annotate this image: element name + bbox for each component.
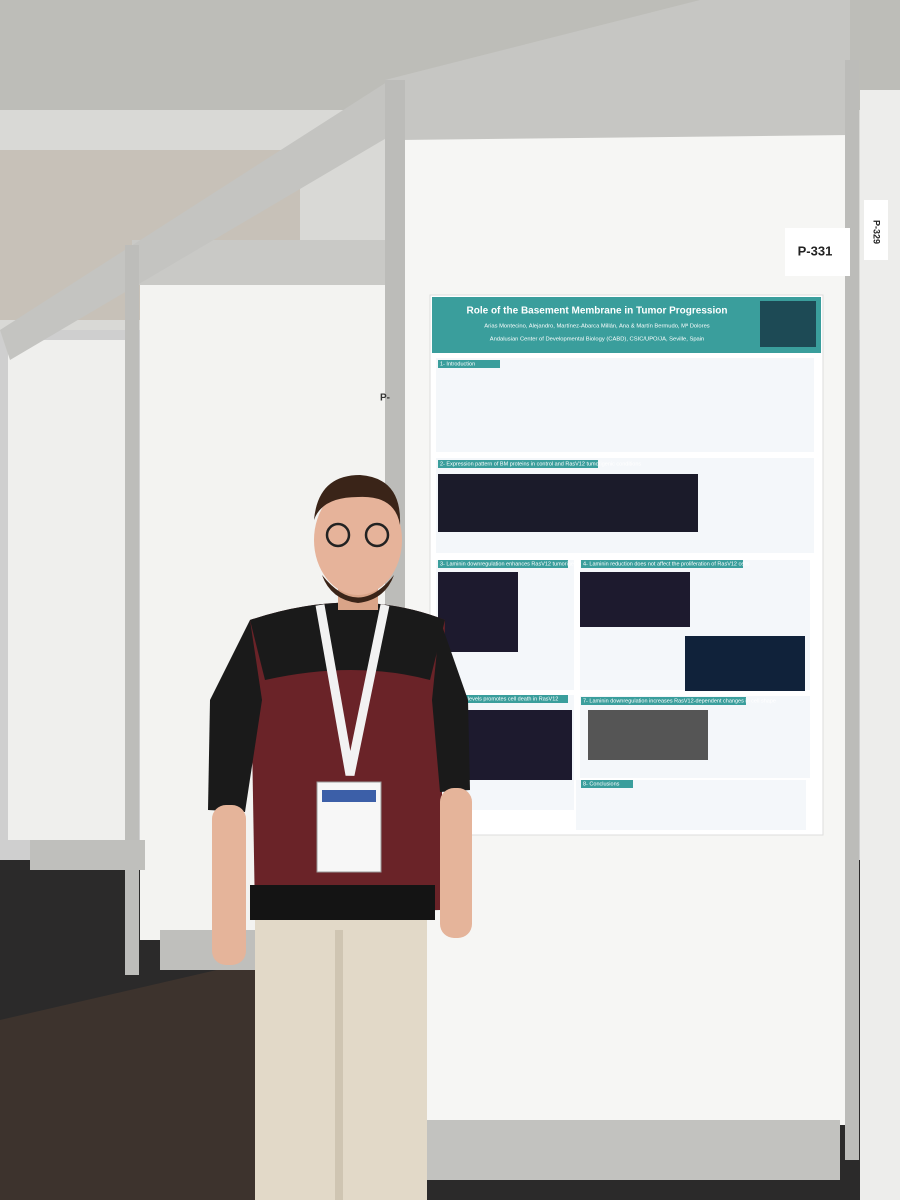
figure-block — [436, 358, 814, 452]
glasses — [325, 522, 351, 548]
left-panel — [8, 340, 138, 840]
arm — [212, 805, 246, 965]
micrograph-panel — [438, 474, 698, 532]
section-heading: ing laminin levels promotes cell death i… — [440, 696, 558, 702]
section-heading: 7- Laminin downregulation increases RasV… — [583, 698, 776, 704]
board-label — [864, 200, 888, 260]
frame-rail — [0, 80, 400, 360]
section-heading: 8- Conclusions — [583, 781, 620, 787]
face — [314, 485, 402, 595]
right-panel — [860, 90, 900, 1200]
frame-post — [125, 245, 139, 975]
sleeve — [432, 620, 470, 792]
hair — [314, 475, 401, 525]
sleeve — [208, 620, 262, 812]
sweater-hem — [250, 885, 435, 920]
poster: Role of the Basement Membrane in Tumor P… — [429, 294, 824, 836]
micrograph-panel — [580, 572, 690, 627]
section-heading: 4- Laminin reduction does not affect the… — [583, 561, 750, 567]
glasses — [364, 522, 390, 548]
section-banner — [581, 780, 633, 788]
frame-post — [845, 60, 859, 1160]
sweater-yoke — [250, 602, 445, 680]
board-number: P-329 — [872, 220, 882, 244]
poster-header — [432, 297, 821, 353]
section-banner — [438, 360, 500, 368]
section-banner — [581, 697, 746, 705]
section-heading: 3- Laminin downregulation enhances RasV1… — [440, 561, 587, 567]
person — [208, 475, 472, 1200]
lanyard — [315, 604, 390, 776]
section-banner — [438, 695, 568, 703]
section-banner — [438, 460, 598, 468]
micrograph-panel — [438, 572, 518, 652]
section-heading: 1- Introduction — [440, 361, 475, 367]
board-number: P-331 — [798, 243, 833, 258]
frame-base — [30, 840, 145, 870]
section-heading: 2- Expression pattern of BM proteins in … — [440, 461, 641, 467]
trouser-seam — [335, 930, 343, 1200]
board-label — [785, 228, 850, 276]
floor-reflection — [0, 960, 260, 1200]
section-banner — [438, 560, 568, 568]
poster-affiliation: Andalusian Center of Developmental Biolo… — [490, 337, 705, 343]
board-number: P- — [380, 393, 390, 404]
arm — [440, 788, 472, 938]
beard — [322, 575, 394, 603]
badge-header — [322, 790, 376, 802]
micrograph-panel — [588, 710, 708, 760]
micrograph-panel — [468, 710, 572, 780]
frame-base — [420, 1120, 840, 1180]
section-banner — [581, 560, 743, 568]
poster-title: Role of the Basement Membrane in Tumor P… — [467, 306, 728, 317]
micrograph-panel — [685, 636, 805, 691]
conference-logo — [760, 301, 816, 347]
poster-authors: Arias Montecino, Alejandro, Martínez-Aba… — [484, 323, 710, 330]
figure-block — [576, 780, 806, 830]
frame-top — [385, 0, 850, 140]
